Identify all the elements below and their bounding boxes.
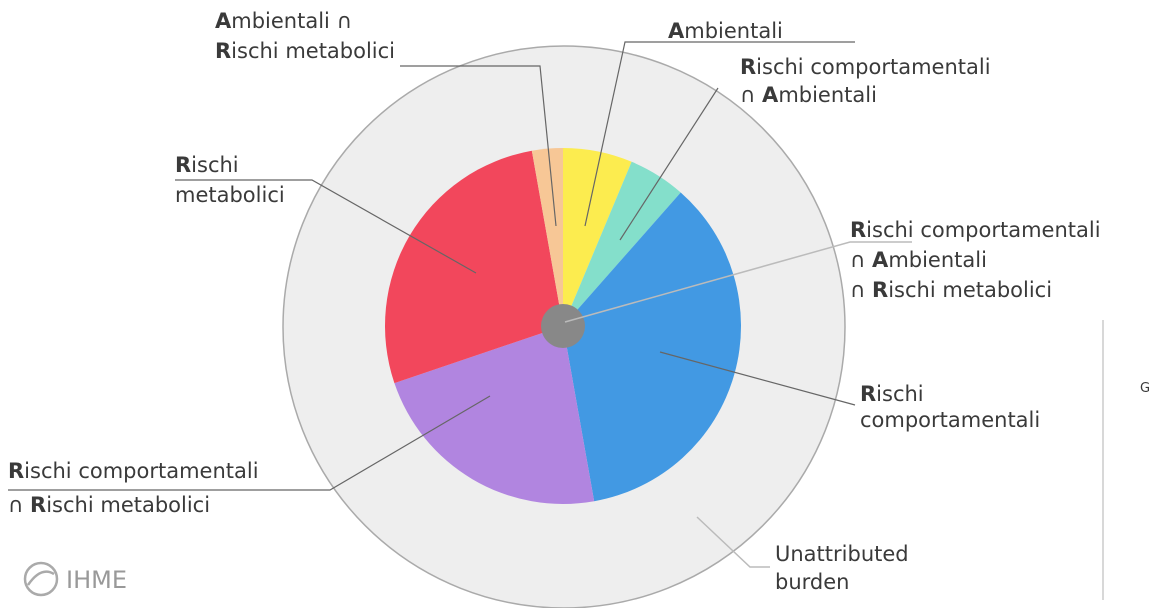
side-text: G bbox=[1140, 381, 1150, 396]
leader-line bbox=[659, 351, 856, 406]
label: Rischi comportamentali bbox=[8, 459, 259, 483]
pie bbox=[385, 148, 742, 504]
leader-line bbox=[400, 65, 557, 227]
label: Ambientali ∩ bbox=[215, 9, 352, 33]
slice bbox=[563, 192, 742, 502]
label: Rischi comportamentali bbox=[850, 218, 1101, 242]
center-circle bbox=[541, 304, 585, 348]
slice bbox=[385, 150, 563, 384]
label: ∩ Ambientali bbox=[850, 248, 987, 272]
label: ∩ Rischi metabolici bbox=[8, 493, 210, 517]
label: ∩ Rischi metabolici bbox=[850, 278, 1052, 302]
label: comportamentali bbox=[860, 408, 1040, 432]
leader-line bbox=[696, 516, 770, 568]
slice bbox=[563, 161, 681, 326]
leader-line bbox=[8, 395, 491, 491]
slice bbox=[531, 148, 563, 326]
slice bbox=[563, 148, 632, 326]
label: Unattributed bbox=[775, 542, 909, 566]
leader-line bbox=[619, 87, 719, 241]
logo: IHME bbox=[23, 561, 127, 597]
label: Rischi bbox=[175, 153, 239, 177]
label: Rischi bbox=[860, 382, 924, 406]
label: Ambientali bbox=[668, 19, 783, 43]
label: Rischi metabolici bbox=[215, 39, 395, 63]
label: metabolici bbox=[175, 183, 285, 207]
leader-line bbox=[175, 179, 477, 274]
leader-line bbox=[584, 41, 855, 227]
labels: Ambientali Rischi comportamentali ∩ Ambien… bbox=[8, 9, 1101, 594]
logo-text: IHME bbox=[66, 566, 127, 594]
label: Rischi comportamentali bbox=[740, 55, 991, 79]
slice bbox=[394, 326, 595, 504]
label: ∩ Ambientali bbox=[740, 83, 877, 107]
leader-line bbox=[564, 241, 912, 323]
label: burden bbox=[775, 570, 849, 594]
